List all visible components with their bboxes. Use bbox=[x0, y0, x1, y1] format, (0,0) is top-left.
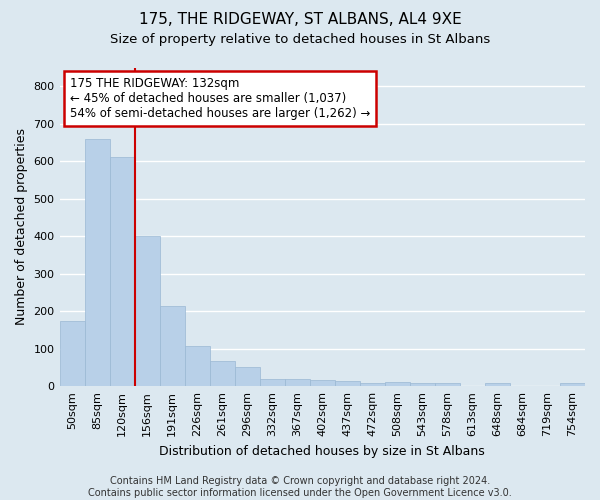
Bar bbox=[110, 158, 134, 386]
Bar bbox=[360, 383, 385, 386]
Bar bbox=[385, 382, 410, 386]
Text: 175 THE RIDGEWAY: 132sqm
← 45% of detached houses are smaller (1,037)
54% of sem: 175 THE RIDGEWAY: 132sqm ← 45% of detach… bbox=[70, 77, 370, 120]
Bar bbox=[560, 383, 585, 386]
Bar bbox=[310, 380, 335, 386]
Bar bbox=[260, 378, 285, 386]
Bar bbox=[209, 361, 235, 386]
Bar bbox=[185, 346, 209, 386]
Bar bbox=[134, 236, 160, 386]
Bar bbox=[410, 383, 435, 386]
Text: Contains HM Land Registry data © Crown copyright and database right 2024.
Contai: Contains HM Land Registry data © Crown c… bbox=[88, 476, 512, 498]
Bar bbox=[235, 368, 260, 386]
Bar bbox=[59, 320, 85, 386]
Bar bbox=[485, 383, 510, 386]
Bar bbox=[285, 380, 310, 386]
Bar bbox=[435, 383, 460, 386]
Y-axis label: Number of detached properties: Number of detached properties bbox=[15, 128, 28, 326]
Bar bbox=[160, 306, 185, 386]
Text: 175, THE RIDGEWAY, ST ALBANS, AL4 9XE: 175, THE RIDGEWAY, ST ALBANS, AL4 9XE bbox=[139, 12, 461, 28]
Bar bbox=[85, 138, 110, 386]
X-axis label: Distribution of detached houses by size in St Albans: Distribution of detached houses by size … bbox=[160, 444, 485, 458]
Text: Size of property relative to detached houses in St Albans: Size of property relative to detached ho… bbox=[110, 32, 490, 46]
Bar bbox=[335, 382, 360, 386]
